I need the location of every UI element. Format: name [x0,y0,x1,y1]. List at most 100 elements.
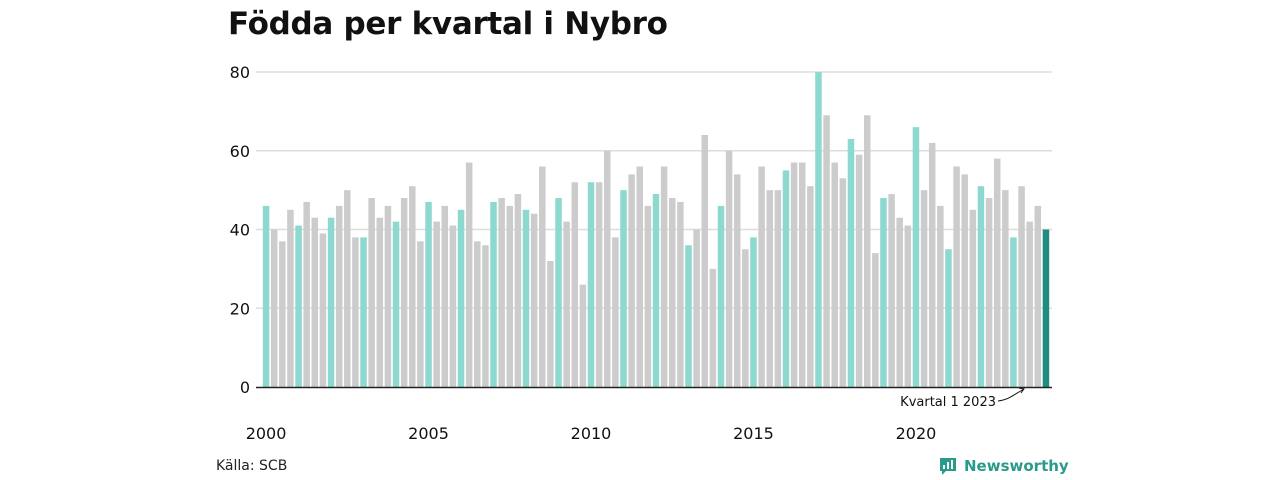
bar: 2006 K2: 57 [465,162,473,387]
bar: 2012 K4: 47 [677,201,684,387]
x-axis-labels: 2000 2005 2010 2015 2020 [246,424,937,443]
bar: 2018 K3: 69 [863,115,871,387]
bar: 2009 K3: 52 [571,182,579,387]
bar: 2004 K1: 42 [392,221,400,388]
bar: 2003 K4: 46 [384,205,392,388]
bar: 2005 K3: 46 [441,205,449,388]
bar: 2011 K4: 46 [644,205,652,388]
bar: 2004 K4: 37 [417,241,424,387]
bar-chart-speech-bubble-icon [940,458,956,475]
bar: 2019 K4: 41 [904,225,912,387]
bar: 2006 K3: 37 [474,241,481,387]
bar: 2016 K3: 57 [798,162,806,387]
x-tick-label: 2000 [246,424,287,443]
bar: 2009 K4: 26 [579,284,587,388]
bar: 2017 K1: 80 [815,72,822,387]
bar: 2014 K4: 35 [742,249,749,387]
y-tick-label: 20 [230,299,250,318]
bar: undefined: 42 [1026,221,1033,388]
bar: undefined: 40 [1042,229,1050,387]
bar: undefined: 51 [1018,186,1025,387]
y-tick-label: 40 [230,221,250,240]
bar: 2014 K1: 46 [717,205,725,388]
bar: 2003 K2: 48 [368,198,375,387]
bar: 2003 K1: 38 [360,237,367,388]
bar: 2010 K3: 60 [604,150,611,387]
annotation-arrow [997,388,1025,402]
bar: 2008 K1: 45 [522,209,530,387]
x-tick-label: 2005 [408,424,449,443]
bar: 2020 K2: 50 [920,190,928,388]
bar: 2016 K4: 51 [807,186,814,387]
bar: 2005 K4: 41 [449,225,457,387]
bar: 2023 K1: 38 [1010,237,1017,388]
bar: 2004 K2: 48 [400,198,408,387]
bar: 2006 K4: 36 [482,245,489,387]
y-axis-labels: 0 20 40 60 80 [230,63,250,397]
bar: 2000 K3: 37 [279,241,286,387]
bar: 2001 K1: 41 [295,225,302,387]
bar: 2011 K2: 54 [628,174,635,388]
bar: 2011 K1: 50 [620,190,627,388]
x-tick-label: 2020 [896,424,937,443]
bar: 2008 K2: 44 [530,213,538,387]
bar: 2010 K4: 38 [612,237,619,388]
bars: 2000 K1: 462000 K2: 402000 K3: 372000 K4… [262,72,1050,388]
bar: 2013 K3: 64 [701,135,708,387]
bar: 2019 K3: 43 [896,217,903,387]
bar: 2007 K2: 48 [498,198,505,387]
x-tick-label: 2015 [733,424,774,443]
bar: 2016 K1: 55 [782,170,790,387]
bar: 2000 K1: 46 [262,205,270,388]
bar: 2012 K2: 56 [660,166,668,387]
bar: 2020 K1: 66 [912,127,920,388]
y-tick-label: 80 [230,63,250,82]
bar: 2001 K3: 43 [311,217,319,387]
bar: 2019 K2: 49 [888,194,895,387]
bar: 2009 K1: 48 [555,198,562,387]
bar: 2016 K2: 57 [790,162,798,387]
bar: 2014 K3: 54 [733,174,741,388]
brand-logo-link[interactable]: Newsworthy [938,456,1069,476]
bar: 2013 K2: 40 [693,229,700,387]
bar: 2004 K3: 51 [409,186,416,387]
bar: 2000 K4: 45 [287,209,294,387]
bar: 2018 K2: 59 [855,154,863,387]
bar: 2002 K1: 43 [327,217,335,387]
x-tick-label: 2010 [571,424,612,443]
bar: 2015 K2: 56 [758,166,765,387]
bar: 2008 K4: 32 [547,261,554,387]
bar: 2007 K3: 46 [506,205,514,388]
source-note: Källa: SCB [216,458,288,474]
bar: undefined: 46 [1034,205,1042,388]
y-tick-label: 60 [230,142,250,161]
annotation-label: Kvartal 1 2023 [900,395,996,410]
bar: 2020 K3: 62 [928,142,936,388]
bar: 2001 K4: 39 [319,233,327,387]
bar: 2005 K1: 47 [425,201,432,387]
bar: 2001 K2: 47 [303,201,310,387]
bar: 2015 K3: 50 [766,190,773,388]
bar: 2013 K4: 30 [709,268,717,388]
bar: 2014 K2: 60 [725,150,733,387]
bar: 2020 K4: 46 [937,205,944,388]
bar: 2002 K3: 50 [344,190,351,388]
bar: 2017 K4: 53 [839,178,847,387]
bar: 2000 K2: 40 [270,229,278,387]
bar: 2019 K1: 48 [880,198,887,387]
bar: 2010 K1: 52 [587,182,595,387]
bar: 2010 K2: 52 [595,182,603,387]
bar: 2021 K2: 56 [953,166,960,387]
bar: 2006 K1: 45 [457,209,465,387]
bar: 2007 K1: 47 [490,201,497,387]
annotation: Kvartal 1 2023 [900,387,1025,410]
bar: 2002 K2: 46 [335,205,343,388]
brand-name: Newsworthy [964,457,1069,475]
bar: 2015 K4: 50 [774,190,782,388]
bar: 2013 K1: 36 [685,245,692,387]
bar: 2021 K3: 54 [961,174,968,388]
bar: 2017 K3: 57 [831,162,838,387]
bar: 2021 K4: 45 [969,209,977,387]
bar: 2021 K1: 35 [945,249,952,387]
